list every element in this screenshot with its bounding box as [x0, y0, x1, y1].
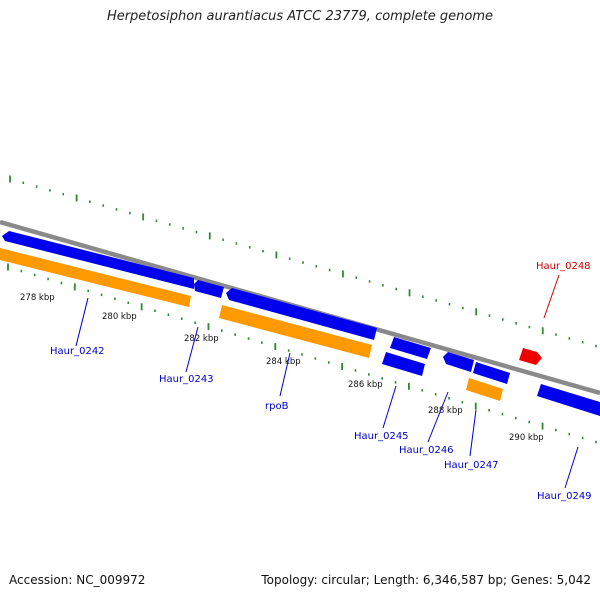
gene-label[interactable]: Haur_0248	[536, 261, 591, 272]
scale-label: 290 kbp	[509, 433, 544, 443]
gene-label-leader	[427, 391, 449, 443]
gene-label-leader	[279, 352, 291, 397]
gene-arrow-haur-0242[interactable]	[2, 231, 194, 289]
gene-label[interactable]: Haur_0246	[399, 445, 454, 456]
genome-summary-text: Topology: circular; Length: 6,346,587 bp…	[261, 573, 591, 587]
gene-label[interactable]: Haur_0243	[159, 374, 214, 385]
gene-arrow-haur-0246[interactable]	[443, 352, 474, 372]
gene-arrow-rpob[interactable]	[226, 288, 377, 340]
gene-label-leader	[543, 274, 560, 319]
gene-arrow-haur-0248[interactable]	[519, 348, 542, 365]
gene-arrow-haur-0245-bottom[interactable]	[382, 352, 425, 376]
scale-label: 282 kbp	[184, 334, 219, 344]
gene-bar-reverse-1[interactable]	[0, 248, 191, 307]
gene-label[interactable]: Haur_0245	[354, 431, 409, 442]
gene-bar-reverse-3[interactable]	[466, 378, 503, 401]
gene-label[interactable]: Haur_0249	[537, 491, 592, 502]
scale-label: 288 kbp	[428, 406, 463, 416]
gene-arrow-haur-0249[interactable]	[537, 384, 600, 416]
gene-label-leader	[469, 409, 477, 457]
gene-bar-reverse-2[interactable]	[219, 305, 372, 358]
gene-label-leader	[75, 297, 89, 347]
scale-label: 284 kbp	[266, 357, 301, 367]
outer-tick-ring	[9, 175, 597, 348]
gene-arrow-haur-0245-top[interactable]	[390, 337, 431, 359]
genome-title: Herpetosiphon aurantiacus ATCC 23779, co…	[106, 9, 494, 24]
scale-label: 280 kbp	[102, 312, 137, 322]
gene-label-leader	[382, 385, 397, 429]
gene-arrow-haur-0243[interactable]	[194, 280, 224, 298]
gene-label[interactable]: Haur_0247	[444, 460, 499, 471]
gene-arrow-haur-0247[interactable]	[473, 362, 510, 384]
scale-label: 278 kbp	[20, 293, 55, 303]
gene-label[interactable]: Haur_0242	[50, 346, 105, 357]
inner-tick-ring	[7, 263, 597, 444]
gene-label-leader	[185, 326, 199, 373]
accession-text: Accession: NC_009972	[9, 573, 146, 587]
gene-labels: Haur_0242 Haur_0243 rpoB Haur_0245 Haur_0246…	[50, 261, 592, 502]
gene-label-leader	[564, 446, 579, 489]
scale-labels: 278 kbp 280 kbp 282 kbp 284 kbp 286 kbp 288 k…	[20, 293, 544, 443]
scale-label: 286 kbp	[348, 380, 383, 390]
gene-label[interactable]: rpoB	[265, 401, 289, 412]
